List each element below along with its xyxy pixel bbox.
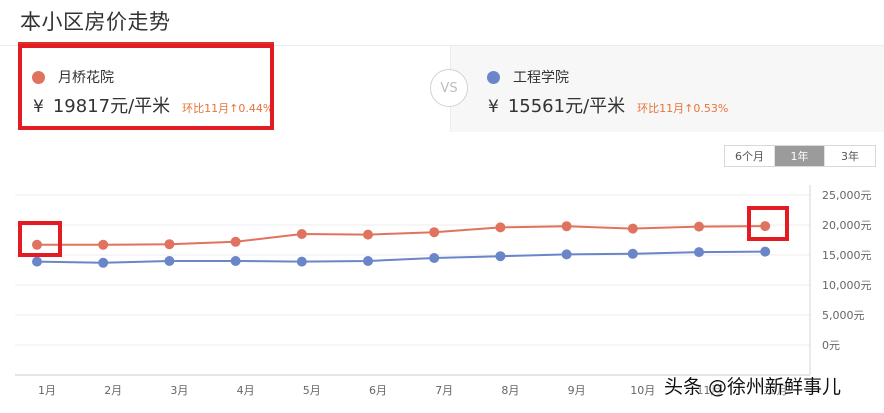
unit-price: 15561元/平米: [507, 96, 626, 117]
community-name-row: 工程学院: [487, 67, 569, 87]
tab-3-years[interactable]: 3年: [825, 146, 875, 166]
y-tick-label: 5,000元: [822, 309, 865, 322]
x-tick-label: 7月: [435, 384, 454, 397]
data-point[interactable]: [760, 246, 771, 257]
x-tick-label: 5月: [302, 384, 321, 397]
data-point[interactable]: [429, 227, 440, 238]
x-tick-label: 12月: [762, 384, 788, 397]
data-point[interactable]: [561, 249, 572, 260]
month-over-month-change: 环比11月↑0.53%: [637, 102, 729, 115]
data-point[interactable]: [363, 229, 373, 240]
data-point[interactable]: [363, 256, 373, 266]
page-title: 本小区房价走势: [20, 10, 171, 34]
data-point[interactable]: [230, 256, 241, 266]
series-line: [36, 250, 766, 264]
y-tick-label: 20,000元: [822, 219, 872, 232]
data-point[interactable]: [495, 222, 506, 233]
price-row: ¥ 19817元/平米 环比11月↑0.44%: [33, 92, 273, 118]
community-name-row: 月桥花院: [32, 67, 114, 87]
community-card-left[interactable]: 月桥花院 ¥ 19817元/平米 环比11月↑0.44%: [0, 46, 450, 132]
x-tick-label: 1月: [38, 384, 56, 397]
data-point[interactable]: [32, 256, 42, 267]
series-line: [37, 225, 766, 246]
x-tick-label: 3月: [170, 384, 189, 397]
community-card-right[interactable]: 工程学院 ¥ 15561元/平米 环比11月↑0.53%: [450, 46, 884, 132]
x-tick-label: 6月: [369, 384, 387, 397]
price-row: ¥ 15561元/平米 环比11月↑0.53%: [488, 92, 728, 118]
data-point[interactable]: [429, 253, 440, 263]
data-point[interactable]: [627, 223, 638, 234]
x-tick-label: 9月: [567, 384, 586, 397]
data-point[interactable]: [164, 239, 175, 250]
series-dot-icon: [487, 70, 500, 84]
y-tick-label: 25,000元: [822, 189, 872, 202]
data-point[interactable]: [627, 248, 638, 259]
time-range-tabs: 6个月 1年 3年: [724, 145, 876, 167]
tab-1-year[interactable]: 1年: [775, 146, 825, 166]
data-point[interactable]: [98, 239, 109, 250]
data-point[interactable]: [694, 221, 704, 232]
data-point[interactable]: [98, 257, 109, 268]
x-tick-label: 2月: [104, 384, 123, 397]
title-bar: 本小区房价走势: [0, 0, 884, 44]
title-underline: [18, 42, 274, 44]
data-point[interactable]: [495, 251, 506, 262]
data-point[interactable]: [32, 239, 42, 250]
chart-canvas: [15, 185, 811, 376]
comparison-panel: 月桥花院 ¥ 19817元/平米 环比11月↑0.44% VS 工程学院 ¥ 1…: [0, 45, 884, 132]
y-tick-label: 10,000元: [822, 279, 872, 292]
tab-6-months[interactable]: 6个月: [725, 146, 775, 166]
x-tick-label: 10月: [630, 384, 656, 397]
data-point[interactable]: [561, 221, 572, 232]
community-name: 月桥花院: [58, 70, 114, 86]
x-tick-label: 11月: [696, 384, 722, 397]
community-name: 工程学院: [513, 70, 569, 86]
x-tick-label: 8月: [501, 384, 520, 397]
data-point[interactable]: [296, 256, 307, 267]
data-point[interactable]: [296, 229, 307, 239]
series-dot-icon: [32, 70, 45, 84]
watermark: 头条 @徐州新鲜事儿: [664, 376, 842, 398]
y-tick-label: 15,000元: [822, 249, 872, 262]
price-trend-chart: 25,000元 20,000元 15,000元 10,000元 5,000元 0元 1月 2…: [0, 180, 884, 413]
x-tick-label: 4月: [236, 384, 255, 397]
currency-symbol: ¥: [33, 97, 44, 117]
currency-symbol: ¥: [488, 97, 499, 117]
unit-price: 19817元/平米: [52, 96, 171, 117]
data-point[interactable]: [760, 221, 771, 232]
data-point[interactable]: [164, 256, 175, 266]
data-point[interactable]: [694, 247, 704, 258]
vs-badge: VS: [430, 69, 468, 107]
data-point[interactable]: [230, 236, 241, 247]
month-over-month-change: 环比11月↑0.44%: [182, 102, 274, 115]
y-tick-label: 0元: [822, 339, 840, 352]
